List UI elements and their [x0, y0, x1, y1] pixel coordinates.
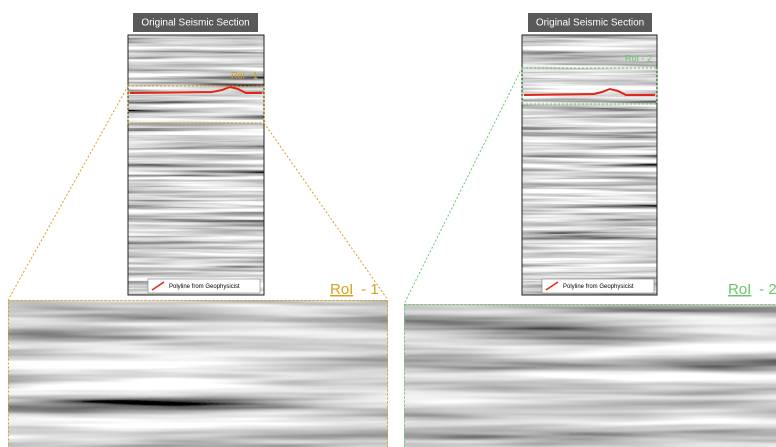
figure: Original Seismic Section RoI - 1 Polylin… — [0, 0, 776, 447]
zoom-label-name: RoI — [728, 281, 751, 298]
zoom-image — [8, 300, 388, 447]
seismic-image — [522, 35, 657, 295]
panel-1: Original Seismic Section RoI - 1 Polylin… — [8, 13, 388, 447]
connector — [404, 68, 522, 304]
zoom-label-name: RoI — [330, 281, 353, 298]
connector — [264, 123, 388, 300]
roi-label: RoI - 2 — [625, 53, 652, 63]
panel-2: Original Seismic Section RoI - 2 Polylin… — [404, 13, 776, 447]
panel-title: Original Seismic Section — [536, 18, 644, 29]
legend-text: Polyline from Geophysicist — [563, 284, 634, 290]
panel-title: Original Seismic Section — [141, 18, 249, 29]
roi-label: RoI - 1 — [231, 70, 258, 80]
zoom-label-suffix: - 1 — [357, 281, 379, 298]
legend-text: Polyline from Geophysicist — [169, 284, 240, 290]
zoom-image — [404, 304, 776, 447]
zoom-label-suffix: - 2 — [755, 281, 776, 298]
connector — [8, 86, 128, 300]
